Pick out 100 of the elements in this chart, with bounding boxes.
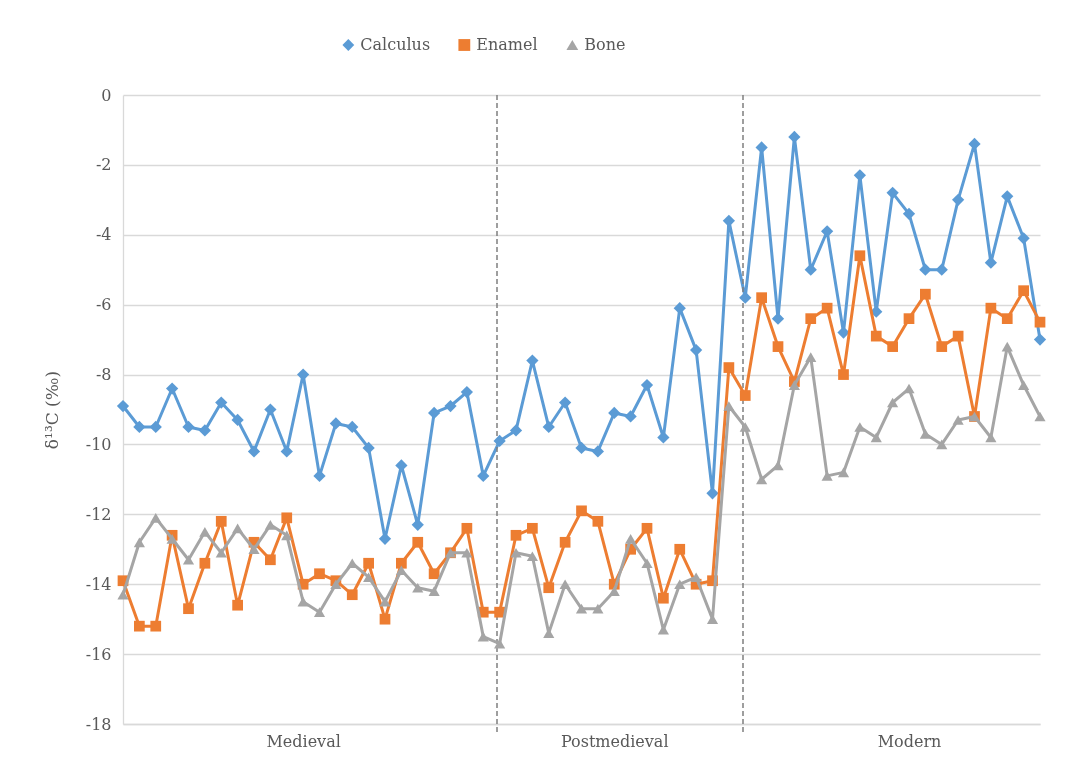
point bbox=[198, 424, 211, 437]
y-tick-label: -6 bbox=[95, 295, 112, 315]
point bbox=[543, 582, 555, 594]
point bbox=[346, 420, 359, 434]
point bbox=[1001, 341, 1013, 352]
point bbox=[756, 292, 767, 304]
point bbox=[248, 544, 260, 555]
point bbox=[133, 537, 145, 548]
point bbox=[952, 193, 965, 206]
point bbox=[608, 586, 620, 597]
point bbox=[395, 565, 407, 576]
y-tick-label: 0 bbox=[101, 85, 112, 105]
y-axis-title: δ¹³C (‰) bbox=[41, 370, 62, 450]
point bbox=[739, 422, 751, 432]
point bbox=[870, 432, 882, 443]
point bbox=[1034, 411, 1046, 422]
y-tick-label: -14 bbox=[85, 574, 112, 594]
point bbox=[559, 536, 571, 548]
point bbox=[444, 399, 457, 413]
point bbox=[313, 607, 326, 618]
point bbox=[379, 596, 391, 607]
point bbox=[935, 263, 948, 276]
point bbox=[838, 369, 849, 380]
point bbox=[428, 586, 440, 597]
point bbox=[134, 620, 145, 632]
point bbox=[477, 469, 490, 483]
point bbox=[281, 530, 293, 541]
point bbox=[542, 420, 555, 434]
point bbox=[625, 533, 637, 544]
point bbox=[772, 341, 784, 352]
point bbox=[313, 469, 326, 483]
point bbox=[706, 487, 719, 500]
x-tick-label: Medieval bbox=[266, 731, 341, 751]
point bbox=[624, 410, 637, 423]
point bbox=[674, 543, 686, 555]
point bbox=[363, 572, 375, 583]
point bbox=[215, 396, 228, 409]
point bbox=[510, 547, 522, 558]
point bbox=[1034, 316, 1046, 328]
point bbox=[297, 596, 309, 607]
point bbox=[641, 558, 653, 569]
y-tick-label: -12 bbox=[85, 504, 112, 524]
point bbox=[199, 526, 211, 537]
point bbox=[887, 341, 898, 352]
point bbox=[412, 536, 424, 548]
y-tick-label: -18 bbox=[85, 714, 112, 734]
point bbox=[182, 420, 195, 434]
point bbox=[461, 522, 473, 534]
point bbox=[493, 434, 506, 448]
point bbox=[116, 399, 130, 413]
point bbox=[166, 533, 178, 544]
point bbox=[509, 424, 523, 437]
point bbox=[314, 568, 325, 580]
point bbox=[231, 413, 244, 427]
point bbox=[658, 592, 669, 604]
point bbox=[215, 547, 227, 558]
point bbox=[199, 557, 211, 569]
point bbox=[264, 519, 276, 530]
point bbox=[559, 396, 572, 409]
point bbox=[232, 599, 243, 611]
point bbox=[723, 362, 735, 373]
point bbox=[902, 207, 916, 220]
point bbox=[247, 445, 261, 458]
point bbox=[379, 613, 391, 625]
legend-label: Calculus bbox=[360, 35, 431, 54]
y-tick-label: -8 bbox=[95, 365, 112, 385]
point bbox=[805, 352, 817, 362]
point bbox=[919, 429, 931, 439]
legend-label: Bone bbox=[584, 35, 626, 54]
point bbox=[903, 313, 915, 325]
point bbox=[510, 529, 522, 541]
point bbox=[821, 225, 834, 238]
point bbox=[346, 589, 358, 601]
point bbox=[183, 603, 194, 615]
point bbox=[936, 341, 948, 352]
point bbox=[232, 523, 244, 534]
point bbox=[640, 378, 654, 392]
x-tick-label: Modern bbox=[877, 731, 942, 751]
point bbox=[690, 572, 702, 583]
point bbox=[1001, 190, 1014, 203]
point bbox=[182, 554, 195, 565]
point bbox=[837, 467, 850, 478]
point bbox=[428, 406, 441, 420]
point bbox=[886, 186, 899, 199]
point bbox=[1001, 313, 1013, 325]
point bbox=[117, 589, 129, 600]
point bbox=[756, 474, 768, 485]
point bbox=[461, 547, 473, 558]
point bbox=[985, 302, 997, 314]
point bbox=[722, 214, 735, 227]
point bbox=[428, 568, 440, 580]
point bbox=[576, 505, 587, 517]
point bbox=[936, 439, 948, 450]
point bbox=[526, 551, 538, 562]
point bbox=[362, 441, 375, 455]
point bbox=[150, 620, 162, 632]
point bbox=[264, 403, 277, 416]
point bbox=[1018, 285, 1029, 297]
point bbox=[149, 420, 162, 434]
point bbox=[575, 603, 588, 614]
